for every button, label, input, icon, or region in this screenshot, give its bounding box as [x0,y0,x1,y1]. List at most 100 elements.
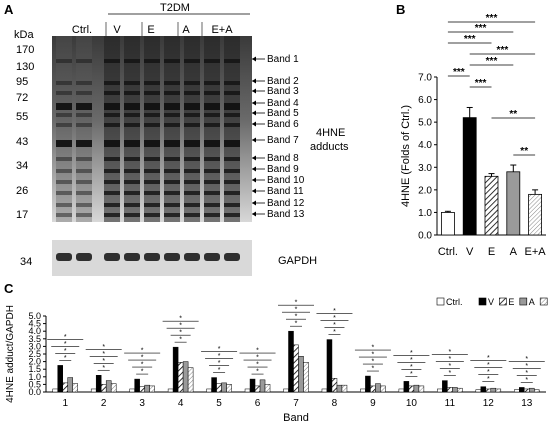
blot-band [124,213,140,217]
blot-band [204,169,220,173]
blot-band [56,169,72,173]
band-arrowhead [252,88,256,94]
significance-mark: * [487,362,490,369]
blot-band [144,59,160,63]
y-tick-label: 4.5 [28,319,41,329]
bar [380,385,386,393]
blot-band [124,59,140,63]
blot-band [104,157,120,161]
blot-band [124,103,140,110]
bar [336,384,343,393]
x-tick-label: 11 [445,398,456,409]
blot-band [204,123,220,127]
kda-marker: 170 [16,44,34,56]
blot-band [164,191,180,195]
blot-band [76,180,92,184]
significance-mark: * [448,356,451,363]
bar [484,175,499,236]
significance-mark: * [410,350,413,357]
blot-band [124,180,140,184]
gapdh-band [164,253,180,261]
blot-band [144,103,160,110]
blot-band [104,180,120,184]
blot-band [224,169,240,173]
x-tick-label: A [510,246,518,258]
kda-marker: 34 [16,160,28,172]
significance-mark: * [487,376,490,383]
blot-band [76,123,92,127]
blot-band [124,157,140,161]
legend-swatch [519,297,528,306]
bar [506,171,521,236]
gapdh-band [76,253,92,261]
bar [452,387,458,393]
significance-mark: * [525,377,528,384]
significance-mark: * [64,348,67,355]
significance-mark: * [141,369,144,376]
x-tick-label: 8 [332,398,338,409]
blot-band [184,59,200,63]
bar [187,367,194,393]
x-tick-label: 5 [216,398,222,409]
blot-band [164,169,180,173]
blot-band [124,91,140,95]
significance-mark: * [102,344,105,351]
bar [480,386,487,393]
blot-band [56,103,72,110]
blot-band [144,191,160,195]
group-header-t2dm: T2DM [160,2,190,14]
blot-band [124,113,140,117]
blot-band [76,91,92,95]
band-label: Band 13 [267,209,305,220]
bar [144,384,150,393]
y-tick-label: 2.0 [28,357,41,367]
significance-mark: * [256,348,259,355]
significance-mark: * [448,363,451,370]
significance-mark: * [448,349,451,356]
significance-mark: * [102,351,105,358]
x-tick-label: 12 [483,398,495,409]
y-tick-label: 6.0 [418,95,432,106]
bar [95,375,102,393]
blot-band [184,91,200,95]
significance-mark: *** [497,45,509,56]
blot-band [76,203,92,207]
kda-marker: 130 [16,61,34,73]
blot-band [164,203,180,207]
bar [62,382,68,393]
blot-band [124,169,140,173]
gapdh-band [124,253,140,261]
bar [149,385,155,393]
bar [457,387,463,393]
bar [249,378,256,393]
bar [177,362,184,393]
blot-band [204,113,220,117]
blot-band [184,123,200,127]
bar [216,383,222,393]
blot-band [56,213,72,217]
chart-c: 0.00.51.01.52.02.53.03.54.04.55.0 4HNE ad… [5,297,550,424]
panel-label-c: C [4,281,14,296]
bar [341,384,348,393]
legend-label: A [529,297,535,307]
bar [437,388,443,393]
kda-label: kDa [14,29,34,41]
bar [331,378,338,393]
band-arrowhead [252,110,256,116]
significance-mark: * [64,341,67,348]
bar [293,344,299,393]
bar [485,388,492,393]
significance-mark: * [179,337,182,344]
blot-band [224,140,240,147]
bar [303,362,309,393]
blot-band [76,191,92,195]
significance-mark: * [295,300,298,307]
bar [139,386,145,393]
significance-mark: * [295,307,298,314]
y-tick-label: 1.5 [28,364,41,374]
legend-label: E [508,297,514,307]
blot-band [184,213,200,217]
significance-mark: * [372,359,375,366]
x-tick-label: 7 [293,398,299,409]
x-tick-label: E [488,246,495,258]
